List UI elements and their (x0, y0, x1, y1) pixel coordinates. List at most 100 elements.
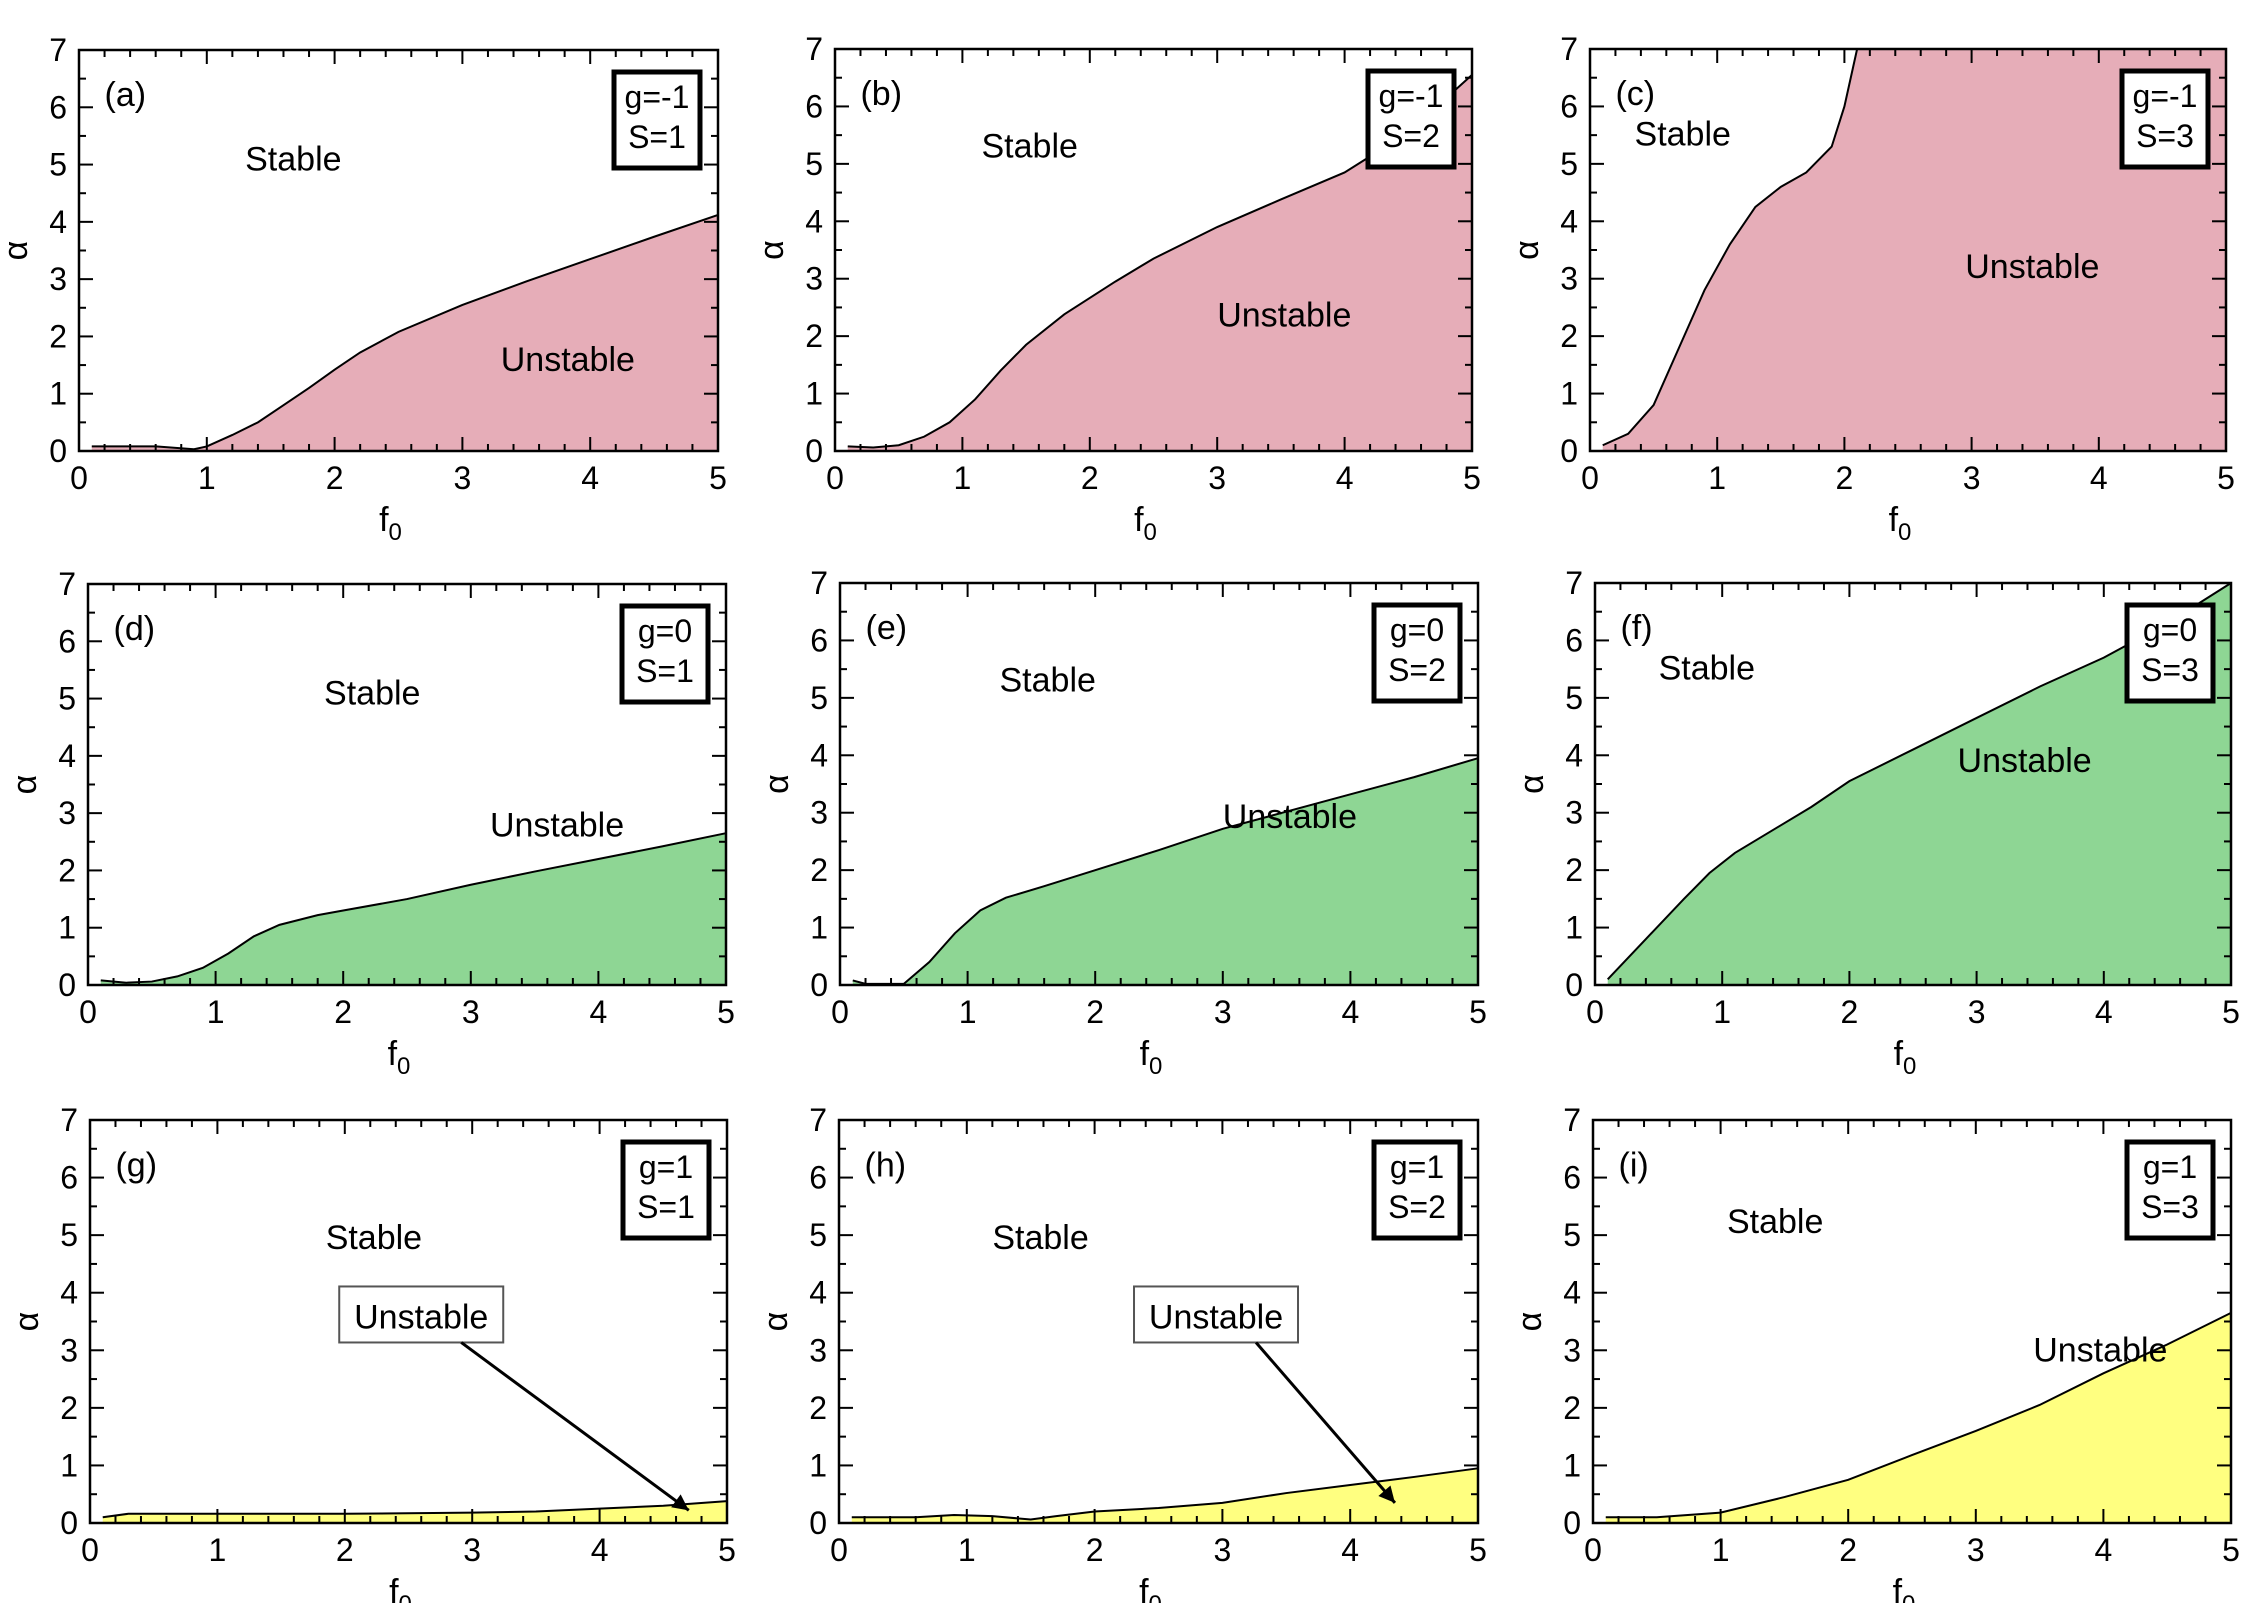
parameter-box (1365, 68, 1457, 170)
panel-tag: (f) (1620, 609, 1652, 647)
unstable-callout-box (1133, 1285, 1300, 1344)
y-axis-label: α (1511, 1312, 1549, 1332)
x-axis-label: f0 (379, 501, 402, 546)
unstable-label: Unstable (1217, 296, 1351, 334)
y-tick-label: 5 (805, 146, 823, 182)
x-tick-label: 0 (1586, 994, 1604, 1030)
unstable-label: Unstable (1965, 248, 2099, 286)
x-axis-label-subscript: 0 (1902, 1591, 1915, 1603)
y-tick-label: 7 (809, 1102, 827, 1138)
x-axis-label-subscript: 0 (399, 1591, 412, 1603)
y-tick-label: 6 (810, 622, 828, 658)
x-tick-label: 5 (2222, 1532, 2240, 1568)
y-tick-label: 1 (1560, 376, 1578, 412)
x-tick-label: 3 (462, 994, 480, 1030)
panel-b: 0 1 2 3 4 5 0 1 2 3 4 5 6 7 f0 α (b) Stable Unstable g=-1 S=… (753, 31, 1481, 546)
stability-boundary (91, 214, 719, 451)
y-tick-label: 2 (810, 852, 828, 888)
x-tick-label: 3 (454, 460, 472, 496)
panel-tag: (i) (1619, 1146, 1649, 1184)
x-tick-label: 5 (709, 460, 727, 496)
y-tick-label: 1 (809, 1447, 827, 1483)
x-tick-label: 3 (1214, 994, 1232, 1030)
x-tick-label: 4 (2095, 994, 2113, 1030)
panel-a: 0 1 2 3 4 5 0 1 2 3 4 5 6 7 f0 α (a) Stable Unstable g=-1 S=… (0, 32, 727, 546)
y-tick-label: 7 (1560, 31, 1578, 67)
y-axis-label: α (0, 241, 35, 261)
parameter-label: S=2 (1382, 118, 1440, 154)
x-tick-label: 4 (2095, 1532, 2113, 1568)
parameter-label: g=1 (1390, 1149, 1444, 1185)
parameter-label: S=3 (2141, 1189, 2199, 1225)
parameter-label: S=1 (637, 1189, 695, 1225)
unstable-region (1602, 49, 2226, 451)
x-tick-label: 2 (1836, 460, 1854, 496)
unstable-label: Unstable (1958, 742, 2092, 780)
panel-c: 0 1 2 3 4 5 0 1 2 3 4 5 6 7 f0 α (c)Stable Unstable g=-1 S=… (1508, 31, 2235, 546)
stable-label: Stable (1000, 661, 1096, 699)
y-tick-label: 1 (810, 910, 828, 946)
y-tick-label: 2 (805, 318, 823, 354)
x-tick-label: 1 (198, 460, 216, 496)
y-tick-label: 3 (1560, 261, 1578, 297)
x-axis-label: f0 (1139, 1573, 1162, 1603)
y-tick-label: 5 (809, 1217, 827, 1253)
parameter-label: S=1 (628, 119, 686, 155)
parameter-label: g=1 (2143, 1149, 2197, 1185)
x-tick-label: 5 (2222, 994, 2240, 1030)
y-tick-label: 7 (58, 566, 76, 602)
x-axis-label: f0 (1889, 501, 1912, 546)
stable-label: Stable (992, 1219, 1088, 1257)
y-tick-label: 6 (49, 89, 67, 125)
panel-tag: (d) (114, 610, 156, 648)
parameter-box (611, 69, 703, 171)
x-tick-label: 2 (334, 994, 352, 1030)
x-tick-label: 3 (1968, 994, 1986, 1030)
parameter-label: g=0 (638, 613, 692, 649)
callout-arrow (1254, 1341, 1397, 1504)
parameter-label: S=2 (1388, 652, 1446, 688)
x-axis-label-subscript: 0 (1149, 1053, 1162, 1080)
x-tick-label: 2 (1081, 460, 1099, 496)
unstable-label: Unstable (2033, 1332, 2167, 1370)
y-tick-label: 3 (58, 795, 76, 831)
stability-boundary (1602, 48, 1859, 447)
y-tick-label: 1 (60, 1447, 78, 1483)
y-axis-label: α (8, 1312, 46, 1332)
y-tick-label: 3 (809, 1332, 827, 1368)
x-tick-label: 1 (1713, 994, 1731, 1030)
parameter-label: g=1 (639, 1149, 693, 1185)
y-tick-label: 0 (1560, 433, 1578, 469)
y-tick-label: 4 (60, 1275, 78, 1311)
x-axis-label-subscript: 0 (1898, 519, 1911, 546)
parameter-box (620, 1139, 712, 1241)
y-tick-label: 5 (60, 1217, 78, 1253)
y-tick-label: 7 (49, 32, 67, 68)
panel-i: 0 1 2 3 4 5 0 1 2 3 4 5 6 7 f0 α (i) Stable Unstable g=1 S=3 (1511, 1102, 2240, 1603)
x-axis-label-subscript: 0 (397, 1053, 410, 1080)
x-tick-label: 5 (1469, 1532, 1487, 1568)
unstable-label: Unstable (354, 1298, 488, 1336)
y-tick-label: 2 (58, 852, 76, 888)
parameter-label: S=3 (2141, 652, 2199, 688)
x-tick-label: 4 (581, 460, 599, 496)
y-tick-label: 4 (809, 1275, 827, 1311)
x-tick-label: 3 (1967, 1532, 1985, 1568)
y-tick-label: 1 (58, 910, 76, 946)
y-tick-label: 6 (809, 1160, 827, 1196)
x-tick-label: 1 (959, 994, 977, 1030)
x-tick-label: 2 (1086, 1532, 1104, 1568)
x-tick-label: 3 (1214, 1532, 1232, 1568)
y-tick-label: 0 (60, 1505, 78, 1541)
unstable-region (851, 1468, 1478, 1523)
y-tick-label: 7 (1563, 1102, 1581, 1138)
y-tick-label: 4 (58, 738, 76, 774)
parameter-label: S=2 (1388, 1189, 1446, 1225)
x-tick-label: 0 (830, 1532, 848, 1568)
x-tick-label: 4 (1336, 460, 1354, 496)
parameter-label: S=3 (2136, 118, 2194, 154)
stability-boundary (852, 757, 1479, 985)
x-tick-label: 2 (1086, 994, 1104, 1030)
parameter-box (2124, 1139, 2216, 1241)
y-tick-label: 4 (1565, 737, 1583, 773)
